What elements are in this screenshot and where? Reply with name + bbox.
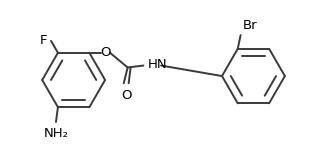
Text: Br: Br xyxy=(243,19,257,32)
Text: F: F xyxy=(40,34,47,47)
Text: O: O xyxy=(121,89,132,102)
Text: NH₂: NH₂ xyxy=(43,127,69,140)
Text: O: O xyxy=(100,46,110,59)
Text: HN: HN xyxy=(147,58,167,71)
